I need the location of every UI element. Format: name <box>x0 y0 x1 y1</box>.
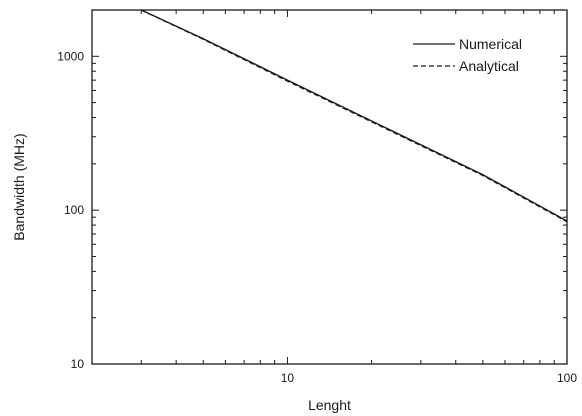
legend-label-numerical: Numerical <box>459 36 522 52</box>
x-axis-label: Lenght <box>308 397 351 413</box>
series-line-analytical <box>140 10 567 223</box>
plot-frame <box>91 9 568 365</box>
plot-area: 10 100 10 100 1000 <box>57 9 577 385</box>
series-group <box>140 10 567 223</box>
y-tick-label: 1000 <box>57 49 84 63</box>
y-axis-label: Bandwidth (MHz) <box>11 133 27 240</box>
y-tick-label: 100 <box>64 203 84 217</box>
legend-label-analytical: Analytical <box>459 58 519 74</box>
legend: Numerical Analytical <box>413 36 522 74</box>
y-tick-label: 10 <box>71 357 85 371</box>
x-tick-label: 10 <box>281 371 295 385</box>
x-tick-label: 100 <box>557 371 577 385</box>
